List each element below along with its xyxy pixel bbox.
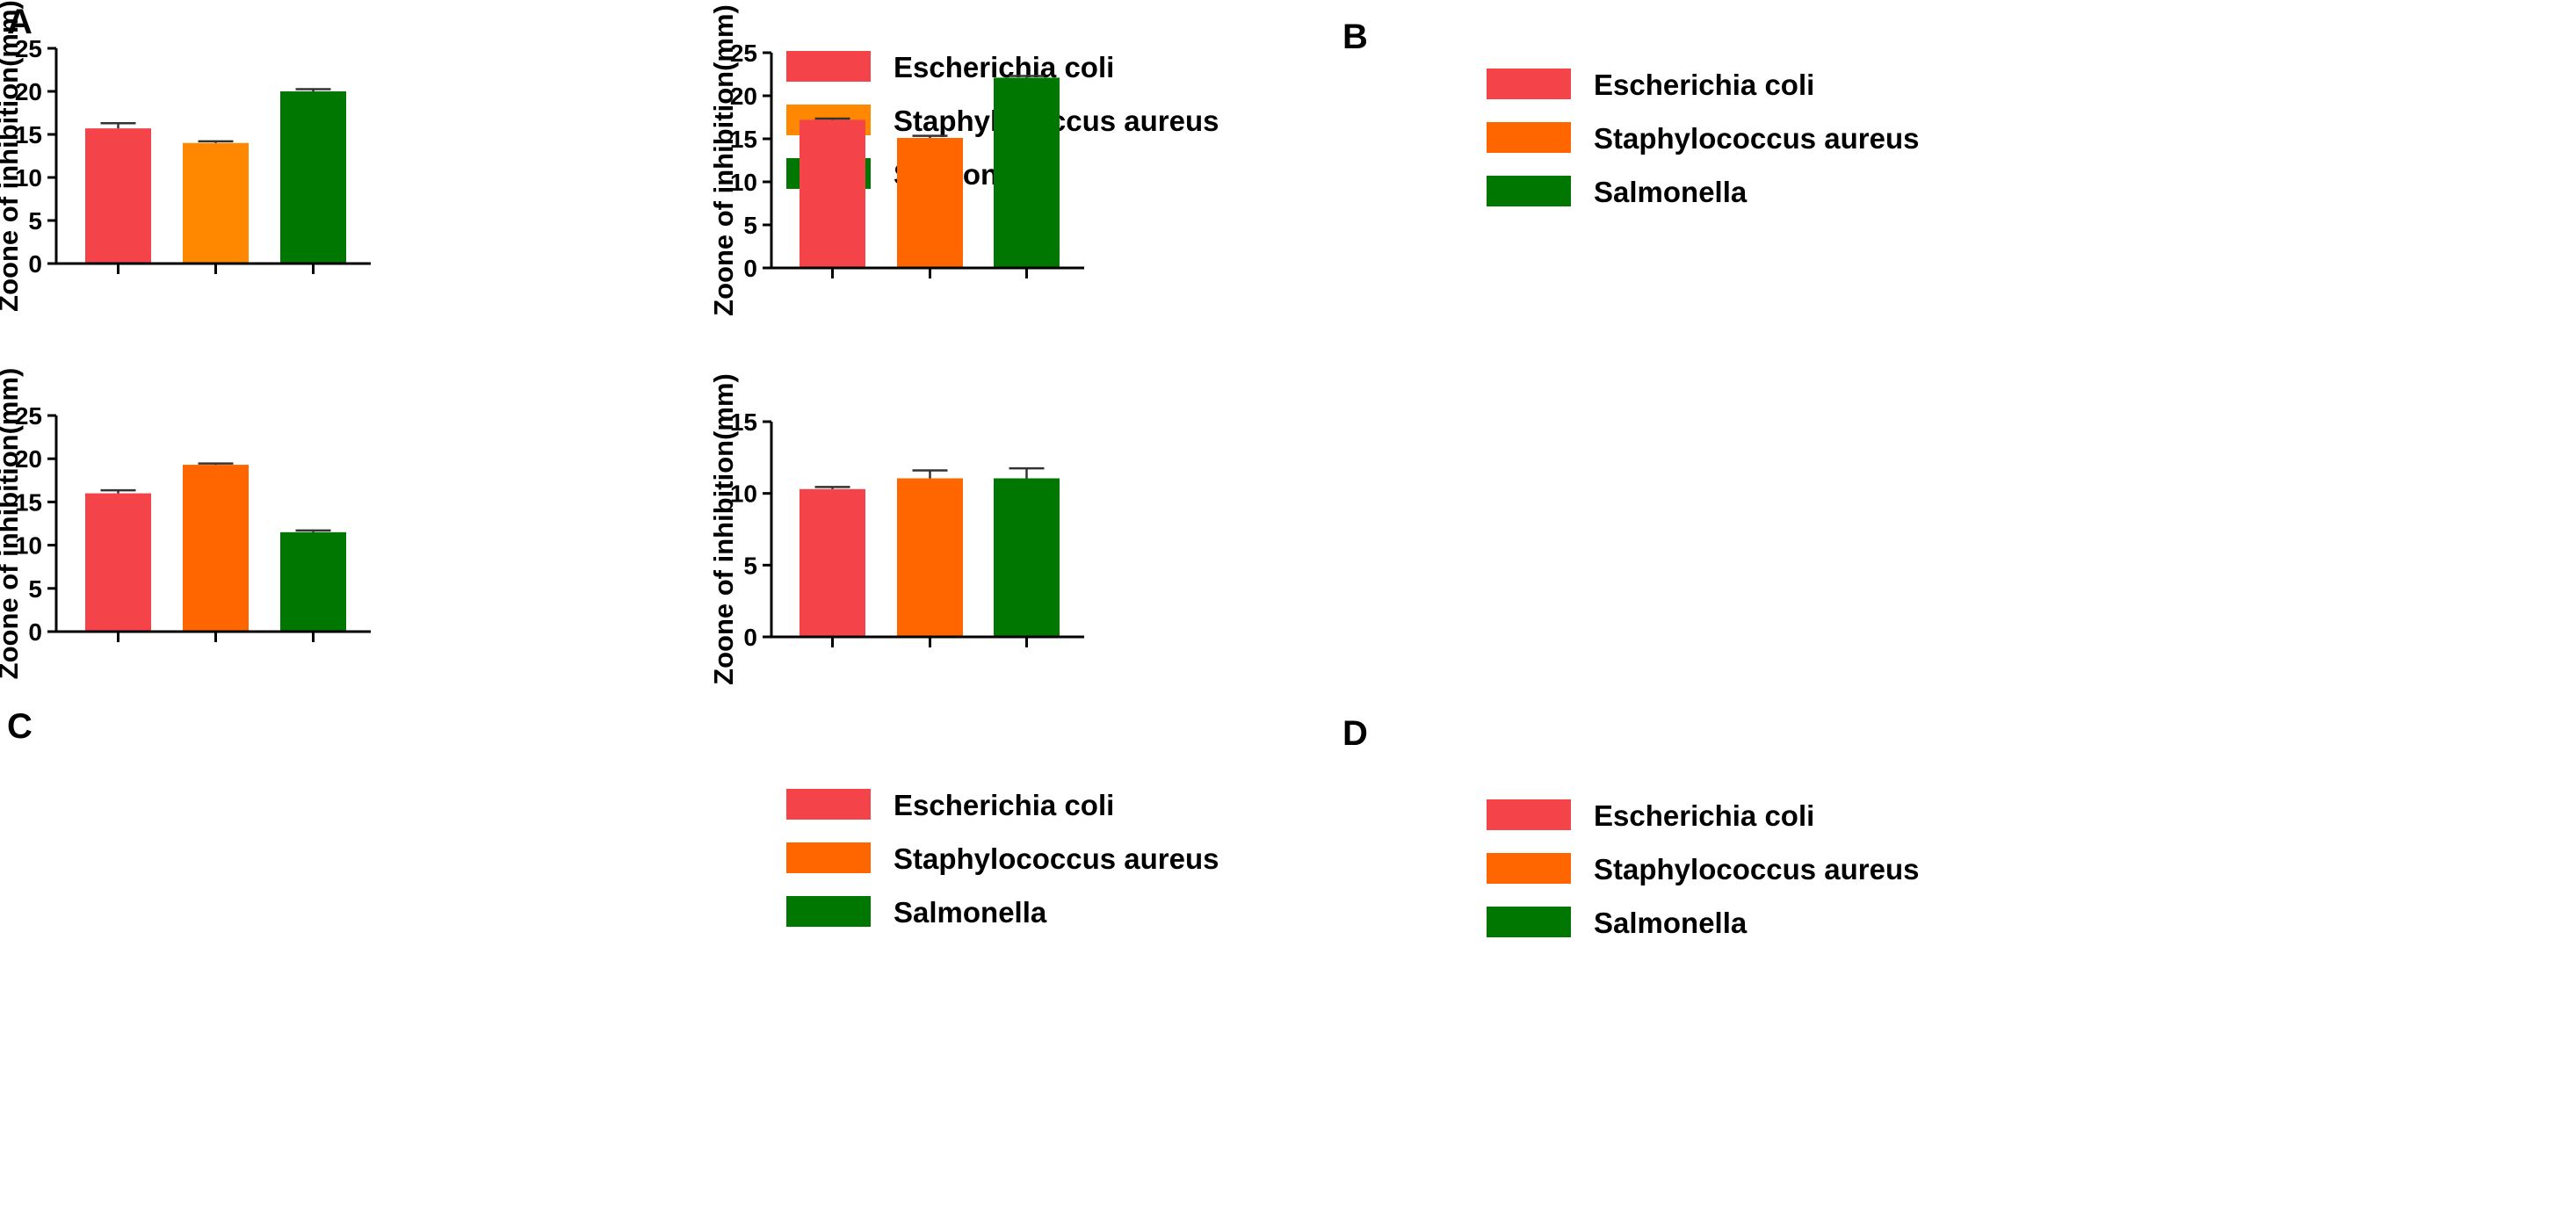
y-tick-label: 20 <box>15 445 42 473</box>
y-tick-label: 10 <box>730 169 757 196</box>
legend-label-3: Salmonella <box>894 896 1047 929</box>
legend-swatch-2 <box>1487 853 1571 884</box>
bar-2 <box>897 478 963 637</box>
bar-1 <box>800 119 865 268</box>
panel-letter: C <box>7 707 33 746</box>
error-bar-3 <box>1009 466 1045 479</box>
y-tick-label: 20 <box>730 83 757 110</box>
bar-3 <box>280 91 346 264</box>
bar-1 <box>85 493 151 632</box>
y-tick-label: 15 <box>15 488 42 516</box>
legend-label-1: Escherichia coli <box>1594 69 1814 101</box>
y-tick-label: 10 <box>15 164 42 192</box>
panel-letter: B <box>1342 18 1368 56</box>
y-tick-label: 0 <box>28 250 42 278</box>
error-bar-3 <box>295 88 331 91</box>
legend-swatch-2 <box>786 842 871 873</box>
legend-label-1: Escherichia coli <box>1594 799 1814 832</box>
bar-3 <box>994 77 1060 268</box>
bar-3 <box>280 531 346 632</box>
legend: Escherichia coli Staphylococcus aureus Sal… <box>1487 799 1919 939</box>
y-tick-label: 5 <box>743 212 757 239</box>
legend-swatch-2 <box>1487 122 1571 153</box>
legend-label-2: Staphylococcus aureus <box>894 842 1219 875</box>
y-tick-label: 15 <box>730 126 757 153</box>
panel-letter: A <box>7 3 33 41</box>
bar-2 <box>183 142 249 264</box>
legend-label-3: Salmonella <box>1594 176 1747 208</box>
panel-letter: D <box>1342 714 1368 753</box>
legend-swatch-3 <box>1487 176 1571 206</box>
y-tick-label: 5 <box>28 575 42 603</box>
y-tick-label: 10 <box>730 481 757 508</box>
bar-3 <box>994 478 1060 637</box>
error-bar-3 <box>295 529 331 532</box>
legend-label-2: Staphylococcus aureus <box>1594 122 1919 155</box>
y-axis-title: Zoone of inhibition(mm) <box>0 0 24 312</box>
legend-swatch-1 <box>1487 69 1571 99</box>
y-tick-label: 15 <box>730 408 757 436</box>
y-tick-label: 0 <box>743 624 757 651</box>
error-bar-2 <box>912 134 948 139</box>
legend-label-3: Salmonella <box>1594 907 1747 939</box>
legend-swatch-1 <box>1487 799 1571 830</box>
y-tick-label: 5 <box>743 552 757 579</box>
y-tick-label: 5 <box>28 207 42 235</box>
error-bar-1 <box>100 122 136 129</box>
y-tick-label: 0 <box>28 618 42 646</box>
y-tick-label: 15 <box>15 121 42 148</box>
error-bar-2 <box>912 469 948 479</box>
legend-swatch-3 <box>1487 907 1571 937</box>
y-tick-label: 0 <box>743 255 757 282</box>
y-axis-title: Zoone of inhibition(mm) <box>0 368 24 680</box>
y-tick-label: 10 <box>15 532 42 560</box>
legend-label-2: Staphylococcus aureus <box>1594 853 1919 885</box>
error-bar-1 <box>100 488 136 494</box>
y-tick-label: 20 <box>15 78 42 105</box>
bar-1 <box>85 128 151 264</box>
y-axis-title: Zoone of inhibition(mm) <box>708 4 739 316</box>
bar-2 <box>183 465 249 632</box>
legend: Escherichia coli Staphylococcus aureus Sal… <box>1487 69 1919 208</box>
y-tick-label: 25 <box>15 35 42 62</box>
y-tick-label: 25 <box>15 402 42 430</box>
error-bar-1 <box>814 486 850 489</box>
legend-swatch-1 <box>786 789 871 820</box>
bar-2 <box>897 138 963 268</box>
error-bar-2 <box>198 140 234 143</box>
bar-1 <box>800 488 865 637</box>
legend: Escherichia coli Staphylococcus aureus Sal… <box>786 789 1219 929</box>
error-bar-2 <box>198 462 234 466</box>
legend-swatch-3 <box>786 896 871 927</box>
error-bar-3 <box>1009 75 1045 78</box>
legend-swatch-1 <box>786 51 871 82</box>
y-tick-label: 25 <box>730 40 757 67</box>
legend-label-1: Escherichia coli <box>894 789 1114 821</box>
y-axis-title: Zoone of inhibition(mm) <box>708 373 739 685</box>
